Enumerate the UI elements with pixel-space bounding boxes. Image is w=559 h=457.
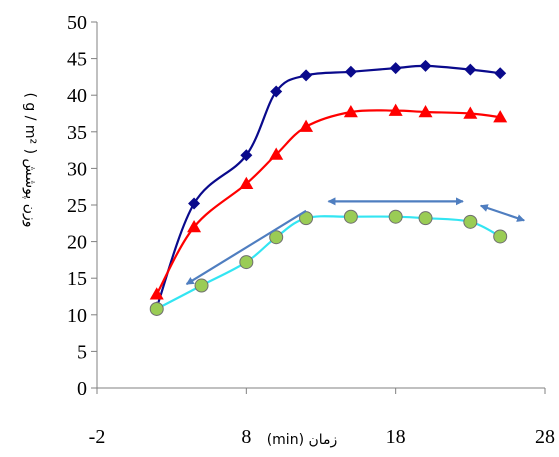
x-tick-label: 18 xyxy=(386,426,406,448)
data-point xyxy=(343,209,358,224)
data-point xyxy=(419,59,432,72)
data-point xyxy=(239,255,254,270)
y-tick-label: 0 xyxy=(77,378,87,400)
y-tick-label: 35 xyxy=(67,122,87,144)
data-point xyxy=(343,105,358,118)
annotation-layer xyxy=(185,197,526,285)
data-point xyxy=(300,69,313,82)
series-layer xyxy=(149,59,508,316)
x-tick-label: 8 xyxy=(241,426,251,448)
data-point xyxy=(344,65,357,78)
data-point xyxy=(194,278,209,293)
y-tick-label: 10 xyxy=(67,305,87,327)
data-point xyxy=(493,110,508,123)
data-point xyxy=(269,230,284,245)
data-point xyxy=(188,197,201,210)
data-point xyxy=(269,147,284,160)
data-point xyxy=(418,211,433,226)
y-tick-label: 50 xyxy=(67,12,87,34)
series-line xyxy=(156,215,501,310)
data-point xyxy=(418,105,433,118)
annotation-arrow xyxy=(185,209,307,285)
data-point xyxy=(463,214,478,229)
data-point xyxy=(149,301,164,316)
y-tick-label: 45 xyxy=(67,49,87,71)
data-point xyxy=(494,67,507,80)
y-axis-title: ( g / m² ) وزن پوشش xyxy=(22,93,38,228)
data-point xyxy=(187,219,202,233)
x-axis-title: (min) زمان xyxy=(267,432,338,448)
data-point xyxy=(270,85,283,98)
data-point xyxy=(493,229,508,244)
data-point xyxy=(149,287,164,300)
data-point xyxy=(388,209,403,224)
y-tick-label: 15 xyxy=(67,268,87,290)
data-point xyxy=(299,119,314,132)
y-tick-label: 40 xyxy=(67,85,87,107)
y-tick-label: 30 xyxy=(67,158,87,180)
data-point xyxy=(240,149,253,162)
y-tick-label: 20 xyxy=(67,232,87,254)
series-line xyxy=(155,64,501,308)
series-3 xyxy=(149,209,508,316)
data-point xyxy=(463,106,478,119)
axes xyxy=(91,21,546,394)
x-tick-label: -2 xyxy=(89,426,106,448)
labels: 0 5 10 15 20 25 30 35 40 45 50 -2 8 18 28 (min) زمان ( g… xyxy=(22,12,555,448)
data-point xyxy=(388,103,403,116)
x-tick-label: 28 xyxy=(535,426,555,448)
annotation-arrow xyxy=(479,204,526,222)
data-point xyxy=(239,176,254,190)
series-2 xyxy=(149,103,508,300)
y-tick-label: 5 xyxy=(77,341,87,363)
data-point xyxy=(389,62,402,75)
y-tick-label: 25 xyxy=(67,195,87,217)
series-1 xyxy=(150,59,507,314)
series-line xyxy=(155,109,501,295)
data-point xyxy=(464,63,477,76)
